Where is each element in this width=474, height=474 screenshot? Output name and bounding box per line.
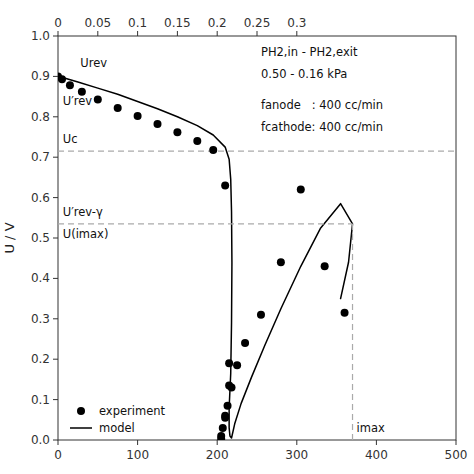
x2-tick	[137, 31, 138, 36]
legend-label: model	[99, 421, 135, 435]
x2-tick	[296, 31, 297, 36]
data-point	[114, 104, 122, 112]
annotation: PH2,in - PH2,exit	[261, 45, 358, 59]
x-tick	[456, 440, 457, 445]
y-tick-label: 0.8	[31, 110, 50, 124]
y-tick-label: 0.1	[31, 393, 50, 407]
data-point	[241, 339, 249, 347]
y-tick-label: 0.5	[31, 231, 50, 245]
x2-tick-label: 0.25	[244, 16, 271, 30]
x2-tick	[257, 31, 258, 36]
data-point	[321, 262, 329, 270]
y-tick	[53, 318, 58, 319]
annotation: fanode : 400 cc/min	[261, 98, 383, 112]
x2-tick	[97, 31, 98, 36]
y-tick	[53, 238, 58, 239]
y-tick-label: 1.0	[31, 29, 50, 43]
data-point	[225, 359, 233, 367]
data-point	[217, 435, 225, 440]
axes: 0 100 200 300 400 500 0 0.05 0.1 0.15 0.2 0.25 0.3 0.…	[2, 16, 467, 462]
x-tick	[217, 440, 218, 445]
x-tick-label: 300	[285, 448, 308, 462]
data-point	[219, 424, 227, 432]
data-point	[228, 383, 236, 391]
chart-container: 0 100 200 300 400 500 0 0.05 0.1 0.15 0.2 0.25 0.3 0.…	[0, 0, 474, 474]
y-tick	[53, 399, 58, 400]
data-point	[94, 95, 102, 103]
x2-tick-label: 0.2	[208, 16, 227, 30]
y-tick-label: 0.7	[31, 150, 50, 164]
y-tick	[53, 359, 58, 360]
legend: experiment model	[70, 404, 166, 435]
x2-tick	[217, 31, 218, 36]
x-tick-label: 400	[365, 448, 388, 462]
annotation: U′rev	[63, 94, 93, 108]
annotation: U′rev-γ	[63, 205, 103, 219]
legend-line	[70, 427, 92, 429]
data-point	[134, 112, 142, 120]
x2-tick	[58, 31, 59, 36]
data-point	[221, 181, 229, 189]
x2-tick-label: 0	[54, 16, 62, 30]
y-tick-label: 0.0	[31, 433, 50, 447]
data-point	[233, 361, 241, 369]
x-tick-label: 200	[206, 448, 229, 462]
data-point	[58, 75, 66, 83]
x2-tick-label: 0.1	[128, 16, 147, 30]
reference-line	[58, 223, 353, 224]
x-tick	[58, 440, 59, 445]
data-point	[257, 311, 265, 319]
x-tick-label: 0	[54, 448, 62, 462]
reference-line	[58, 151, 456, 152]
x-tick	[296, 440, 297, 445]
x-tick-label: 100	[126, 448, 149, 462]
data-point	[154, 120, 162, 128]
y-tick-label: 0.4	[31, 271, 50, 285]
legend-label: experiment	[99, 404, 166, 418]
y-tick	[53, 116, 58, 117]
x-tick	[137, 440, 138, 445]
data-point	[209, 146, 217, 154]
annotations: Urev U′rev Uc U′rev-γ U(imax) imax PH2,in - PH…	[63, 45, 385, 435]
x2-tick-label: 0.05	[84, 16, 111, 30]
data-point	[221, 412, 229, 420]
x2-tick-label: 0.15	[164, 16, 191, 30]
data-point	[173, 128, 181, 136]
y-axis-label: U / V	[2, 222, 17, 253]
legend-marker	[77, 407, 85, 415]
data-point	[193, 137, 201, 145]
x-tick	[376, 440, 377, 445]
y-tick	[53, 76, 58, 77]
y-tick-label: 0.3	[31, 312, 50, 326]
y-tick	[53, 36, 58, 37]
y-tick-label: 0.6	[31, 191, 50, 205]
data-point	[224, 402, 232, 410]
background	[0, 0, 474, 474]
x2-tick-label: 0.3	[287, 16, 306, 30]
chart-svg: 0 100 200 300 400 500 0 0.05 0.1 0.15 0.2 0.25 0.3 0.…	[0, 0, 474, 474]
plot-frame	[58, 36, 456, 440]
data-point	[297, 186, 305, 194]
data-point	[341, 309, 349, 317]
y-tick	[53, 157, 58, 158]
annotation: fcathode: 400 cc/min	[261, 120, 383, 134]
plot-area	[58, 72, 456, 440]
y-tick-label: 0.2	[31, 352, 50, 366]
data-point	[66, 81, 74, 89]
data-point	[277, 258, 285, 266]
y-tick	[53, 278, 58, 279]
annotation: 0.50 - 0.16 kPa	[261, 67, 347, 81]
y-tick	[53, 440, 58, 441]
annotation: U(imax)	[63, 227, 109, 241]
annotation: imax	[357, 421, 385, 435]
annotation: Uc	[63, 132, 78, 146]
x2-tick	[177, 31, 178, 36]
annotation: Urev	[80, 56, 107, 70]
x-tick-label: 500	[445, 448, 468, 462]
y-tick	[53, 197, 58, 198]
y-tick-label: 0.9	[31, 69, 50, 83]
reference-line	[352, 224, 353, 440]
